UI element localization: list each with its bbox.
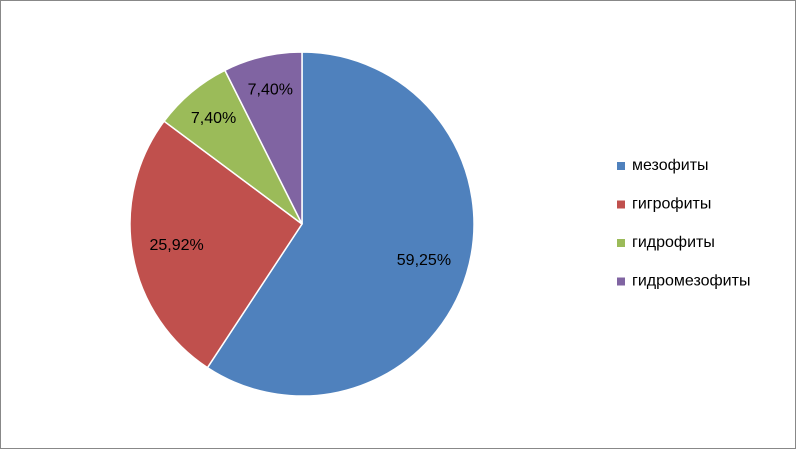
legend-label: гидрофиты	[632, 234, 715, 251]
legend-swatch	[617, 239, 625, 247]
data-label: 7,40%	[248, 81, 293, 98]
legend-swatch	[617, 277, 625, 286]
legend-label: гигрофиты	[632, 196, 711, 213]
data-label: 25,92%	[150, 237, 204, 254]
legend-swatch	[617, 200, 625, 209]
data-label: 59,25%	[397, 252, 451, 269]
pie-slice	[223, 51, 303, 225]
legend-swatch	[617, 162, 625, 170]
data-label: 7,40%	[191, 110, 236, 127]
legend-label: мезофиты	[632, 157, 709, 174]
legend-label: гидромезофиты	[632, 273, 750, 290]
pie-slice	[206, 51, 475, 397]
pie-slice	[129, 120, 304, 369]
